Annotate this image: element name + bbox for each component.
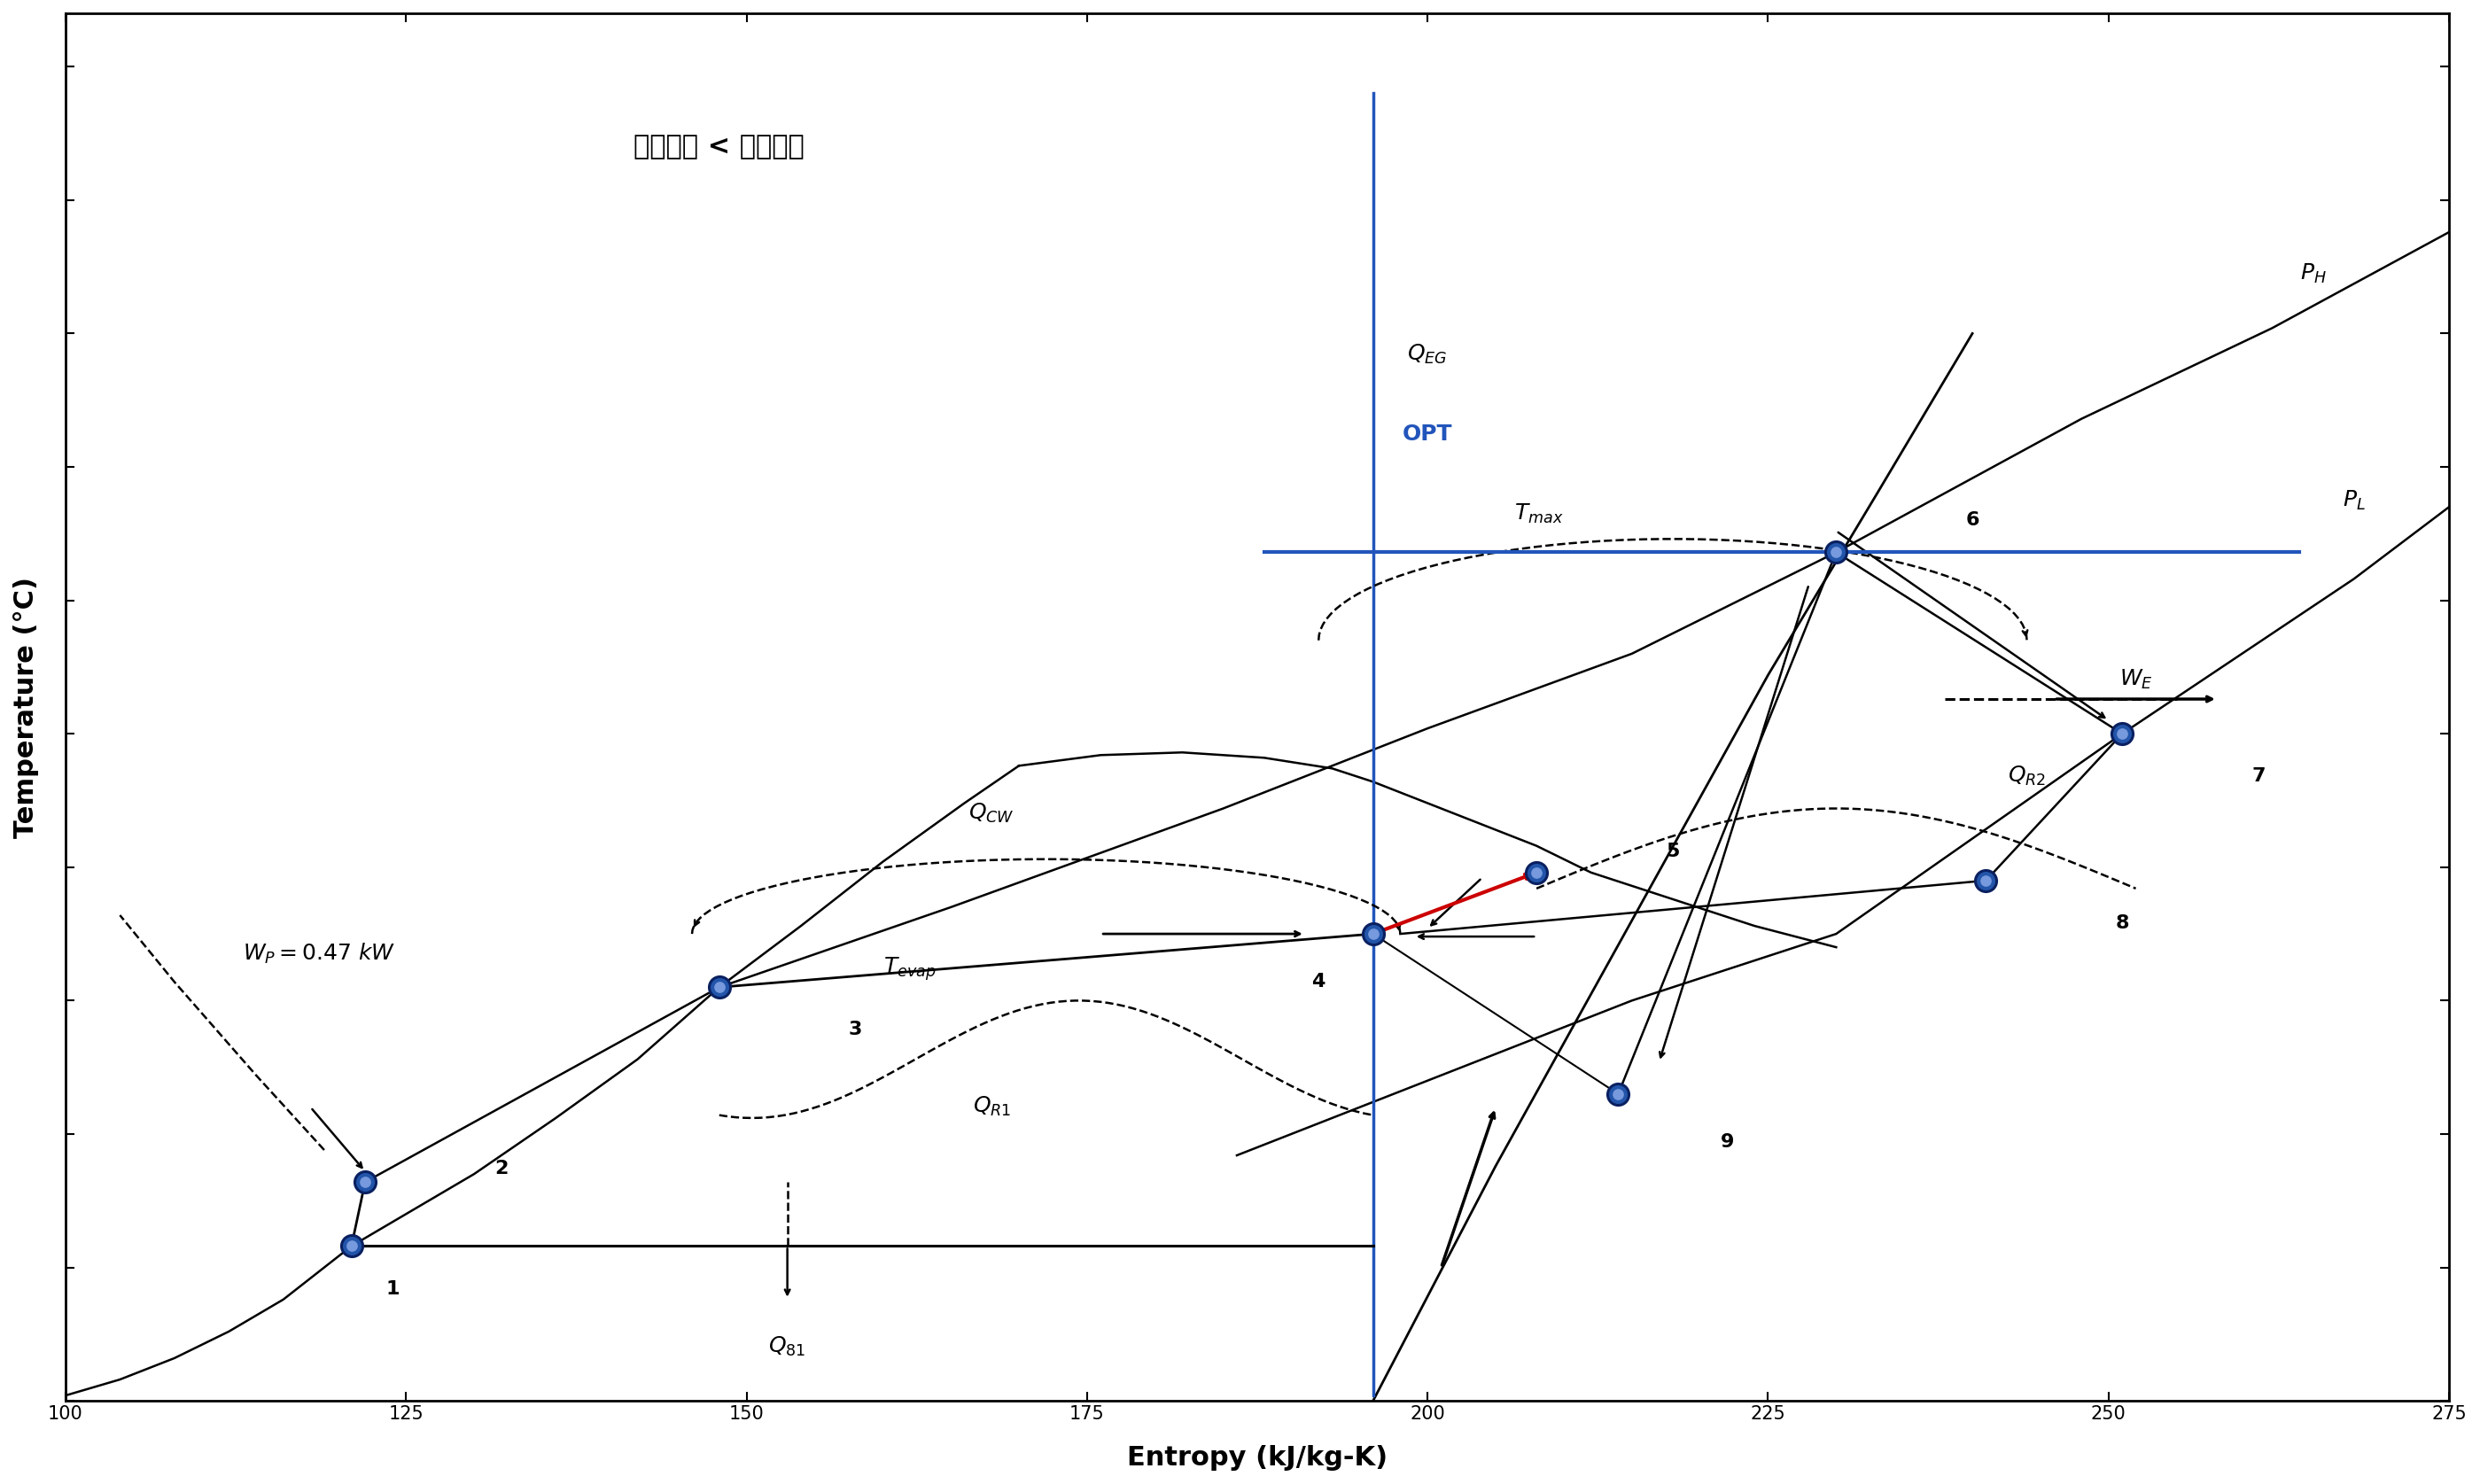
Point — [1600, 1082, 1639, 1106]
Point — [1600, 1082, 1639, 1106]
Point — [2103, 721, 2143, 745]
Text: 냉매유량 < 최적유량: 냉매유량 < 최적유량 — [635, 134, 804, 160]
Text: 4: 4 — [1312, 974, 1324, 991]
Point — [699, 975, 739, 999]
Text: 5: 5 — [1667, 843, 1679, 861]
Point — [332, 1235, 372, 1258]
Text: $W_E$: $W_E$ — [2118, 668, 2153, 692]
Point — [1354, 922, 1394, 945]
Text: $Q_{CW}$: $Q_{CW}$ — [970, 801, 1014, 825]
Point — [345, 1171, 384, 1195]
Point — [1815, 540, 1855, 564]
Text: 6: 6 — [1967, 512, 1979, 530]
Point — [1815, 540, 1855, 564]
Text: 1: 1 — [384, 1279, 399, 1297]
Text: $P_H$: $P_H$ — [2299, 263, 2326, 285]
Text: 7: 7 — [2252, 767, 2264, 785]
Text: $Q_{R2}$: $Q_{R2}$ — [2009, 764, 2046, 788]
Point — [332, 1235, 372, 1258]
Y-axis label: Temperature (°C): Temperature (°C) — [12, 576, 40, 838]
Text: $P_L$: $P_L$ — [2341, 490, 2366, 512]
Text: $Q_{81}$: $Q_{81}$ — [769, 1336, 806, 1358]
Text: 3: 3 — [848, 1021, 863, 1039]
Point — [1354, 922, 1394, 945]
Text: $W_P = 0.47\ kW$: $W_P = 0.47\ kW$ — [243, 942, 394, 966]
Point — [1967, 868, 2006, 892]
Point — [2103, 721, 2143, 745]
Text: 8: 8 — [2115, 914, 2128, 932]
Text: OPT: OPT — [1404, 423, 1453, 445]
Text: 2: 2 — [494, 1160, 508, 1177]
Text: $T_{evap}$: $T_{evap}$ — [883, 956, 937, 982]
Point — [1518, 861, 1557, 884]
Text: $Q_{EG}$: $Q_{EG}$ — [1409, 343, 1448, 365]
Point — [1967, 868, 2006, 892]
Point — [345, 1171, 384, 1195]
Text: $T_{max}$: $T_{max}$ — [1515, 503, 1565, 525]
X-axis label: Entropy (kJ/kg-K): Entropy (kJ/kg-K) — [1126, 1445, 1389, 1471]
Point — [699, 975, 739, 999]
Text: 9: 9 — [1721, 1134, 1734, 1152]
Point — [1518, 861, 1557, 884]
Text: $Q_{R1}$: $Q_{R1}$ — [972, 1095, 1012, 1117]
